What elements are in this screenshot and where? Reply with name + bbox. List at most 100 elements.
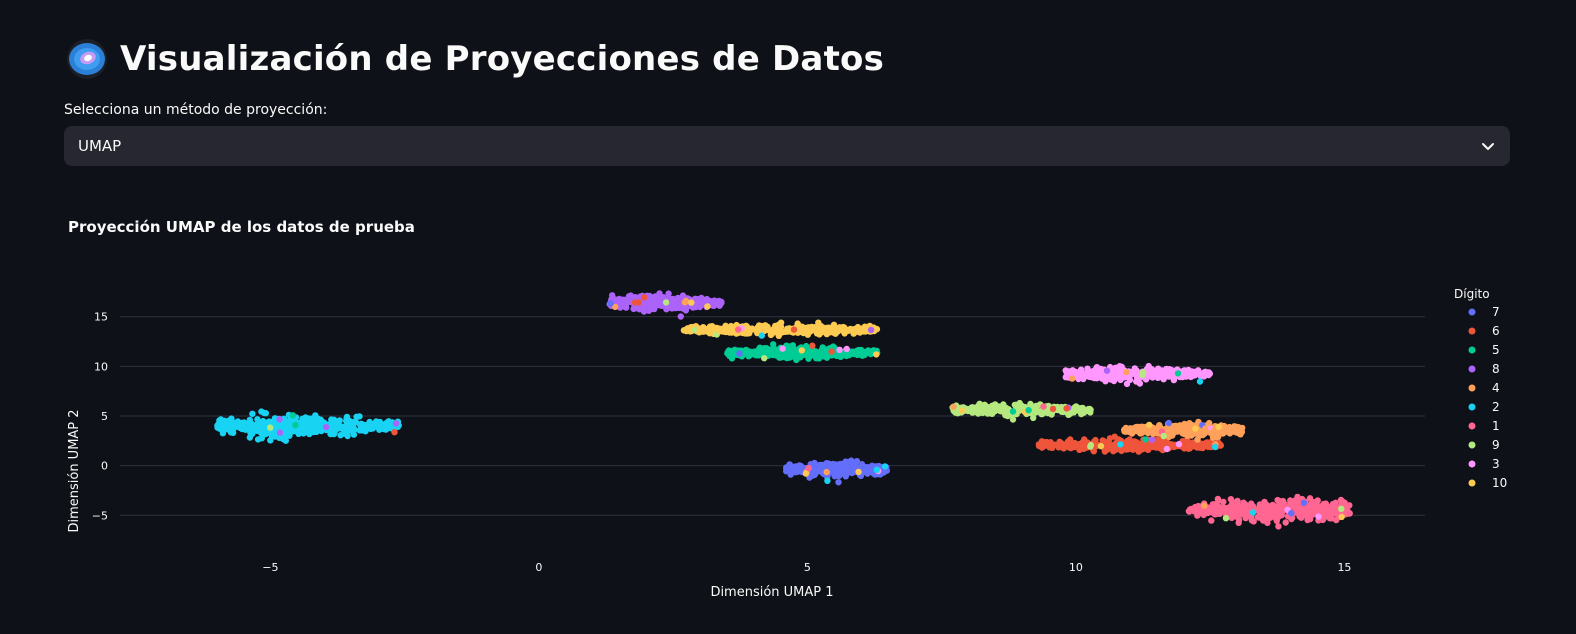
scatter-point	[374, 421, 382, 428]
scatter-point	[677, 313, 684, 320]
scatter-point	[1238, 428, 1246, 435]
legend-item-2[interactable]: 2	[1468, 400, 1500, 414]
scatter-point	[779, 329, 786, 336]
scatter-point	[1248, 517, 1256, 524]
scatter-point	[1146, 421, 1153, 429]
scatter-point	[312, 421, 319, 428]
scatter-point	[778, 350, 786, 357]
scatter-point	[607, 300, 614, 307]
legend-item-7[interactable]: 7	[1468, 305, 1500, 319]
scatter-point	[1086, 408, 1093, 415]
legend-item-1[interactable]: 1	[1468, 419, 1500, 433]
scatter-point	[1000, 401, 1007, 408]
scatter-point	[1049, 405, 1057, 413]
scatter-point	[258, 435, 265, 442]
scatter-point	[381, 423, 389, 430]
scatter-point	[1304, 516, 1311, 524]
scatter-point	[391, 429, 398, 436]
x-tick-label: 10	[1069, 561, 1083, 574]
scatter-point	[688, 299, 695, 306]
scatter-point	[1214, 495, 1222, 503]
scatter-point	[1168, 428, 1175, 435]
scatter-point	[773, 327, 780, 334]
legend-marker	[1468, 422, 1476, 430]
scatter-point	[815, 319, 822, 326]
scatter-point	[1256, 503, 1263, 510]
scatter-point	[277, 421, 284, 429]
scatter-point	[805, 464, 812, 472]
scatter-point	[726, 352, 733, 359]
scatter-point	[958, 407, 966, 414]
scatter-point	[267, 437, 274, 444]
scatter-point	[1223, 505, 1230, 512]
y-tick-label: 0	[101, 460, 108, 473]
scatter-point	[1165, 419, 1173, 427]
scatter-point	[861, 468, 869, 476]
scatter-point	[1256, 513, 1264, 520]
scatter-point	[812, 349, 819, 356]
scatter-point	[349, 428, 356, 435]
series-2-points	[214, 408, 402, 444]
scatter-point	[312, 428, 319, 435]
scatter-point	[873, 466, 880, 473]
scatter-point	[761, 327, 768, 335]
scatter-point	[1338, 505, 1345, 512]
scatter-point	[1072, 403, 1080, 410]
legend-label: 2	[1492, 400, 1500, 414]
legend[interactable]: Dígito 7 6 5 8 4 2 1 9 3 10	[1454, 287, 1507, 490]
scatter-point	[881, 463, 889, 470]
projection-method-select[interactable]: UMAP	[64, 126, 1510, 166]
legend-item-9[interactable]: 9	[1468, 438, 1500, 452]
scatter-point	[991, 401, 999, 408]
scatter-point	[872, 326, 880, 333]
scatter-point	[1170, 376, 1178, 384]
page-title: Visualización de Proyecciones de Datos	[120, 39, 885, 79]
legend-item-6[interactable]: 6	[1468, 324, 1500, 338]
series-9-points	[949, 399, 1094, 423]
scatter-point	[335, 425, 342, 432]
scatter-point	[823, 324, 830, 332]
scatter-point	[1043, 441, 1050, 449]
series-10-points	[680, 319, 881, 339]
scatter-point	[1276, 512, 1284, 519]
scatter-point	[1040, 403, 1047, 410]
scatter-point	[858, 325, 865, 332]
scatter-point	[317, 416, 324, 423]
umap-scatter-chart[interactable]: Proyección UMAP de los datos de prueba −…	[0, 190, 1576, 634]
legend-item-8[interactable]: 8	[1468, 362, 1500, 376]
scatter-point	[1087, 441, 1095, 449]
legend-item-3[interactable]: 3	[1468, 457, 1500, 471]
scatter-point	[984, 405, 992, 412]
scatter-point	[828, 348, 835, 355]
legend-item-10[interactable]: 10	[1468, 476, 1508, 490]
projection-method-label: Selecciona un método de proyección:	[64, 102, 328, 118]
scatter-point	[850, 350, 857, 357]
scatter-point	[1179, 373, 1186, 381]
scatter-point	[1274, 496, 1281, 504]
scatter-point	[1133, 367, 1140, 374]
legend-marker	[1468, 327, 1476, 335]
legend-marker	[1468, 308, 1476, 316]
scatter-point	[1279, 504, 1286, 511]
legend-item-4[interactable]: 4	[1468, 381, 1500, 395]
scatter-point	[665, 290, 672, 297]
series-8-points	[606, 290, 725, 320]
scatter-point	[336, 417, 343, 424]
scatter-point	[749, 349, 756, 356]
scatter-point	[1174, 370, 1182, 377]
scatter-point	[387, 422, 394, 429]
scatter-point	[837, 353, 844, 360]
scatter-point	[1208, 517, 1215, 524]
scatter-point	[1009, 408, 1017, 415]
scatter-point	[350, 418, 357, 426]
scatter-point	[1055, 442, 1063, 449]
scatter-point	[1228, 509, 1236, 516]
y-tick-label: −5	[92, 509, 108, 522]
scatter-point	[842, 463, 850, 471]
legend-item-5[interactable]: 5	[1468, 343, 1500, 357]
scatter-point	[229, 429, 237, 436]
scatter-point	[1307, 501, 1315, 508]
scatter-point	[1315, 513, 1322, 520]
scatter-point	[988, 410, 996, 417]
scatter-point	[811, 466, 818, 473]
